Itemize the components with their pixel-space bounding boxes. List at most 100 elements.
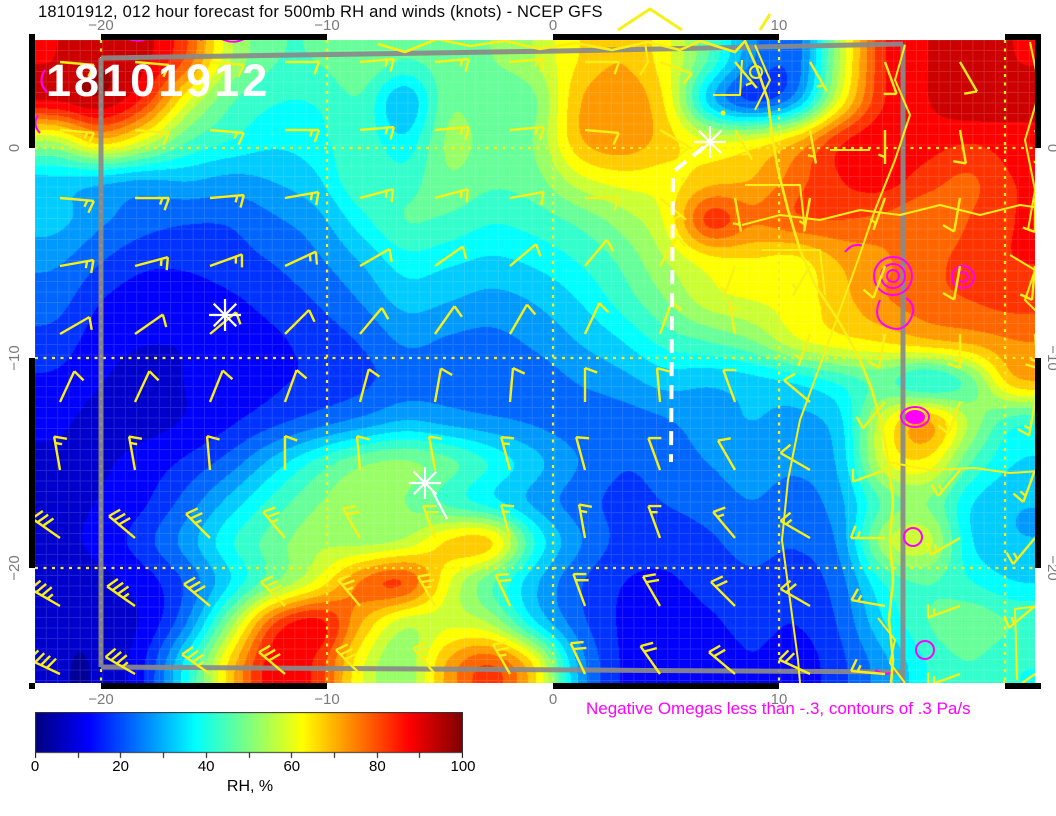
wind-barb — [494, 572, 512, 607]
wind-barb — [359, 247, 393, 268]
river-line — [1009, 254, 1035, 312]
wind-barb — [849, 525, 885, 540]
wind-barb — [732, 197, 743, 232]
river-line — [877, 617, 906, 683]
wind-barb — [427, 435, 443, 471]
wind-barb — [1022, 198, 1035, 234]
omega-contours-layer — [35, 40, 975, 675]
wind-barb — [583, 366, 598, 402]
wind-barb — [209, 253, 244, 268]
wind-barb — [358, 368, 381, 403]
wind-barb — [434, 125, 471, 140]
river-line — [762, 249, 826, 296]
wind-barb — [59, 315, 93, 336]
wind-barb — [509, 190, 545, 206]
station-markers — [209, 126, 726, 520]
wind-barb — [808, 61, 829, 93]
wind-barb — [134, 313, 168, 335]
river-line — [745, 184, 806, 231]
wind-barb — [942, 197, 962, 233]
axis-tick-label: −20 — [6, 555, 23, 580]
domain-box — [98, 41, 906, 683]
wind-barb — [133, 370, 160, 403]
wind-barb — [778, 649, 811, 676]
wind-barb — [783, 372, 811, 403]
omega-annotation: Negative Omegas less than -.3, contours … — [586, 699, 971, 718]
wind-barb — [584, 239, 615, 267]
coastline-artifact — [617, 7, 772, 32]
wind-barb — [712, 506, 736, 539]
wind-barb — [883, 61, 898, 96]
wind-barb — [1005, 537, 1035, 565]
colorbar-tick-label: 20 — [112, 758, 129, 775]
wind-barb — [508, 367, 526, 403]
map-border — [29, 34, 1041, 689]
wind-barb — [104, 647, 136, 676]
colorbar-tick-label: 100 — [450, 758, 476, 775]
wind-barb — [127, 435, 143, 471]
wind-barb — [283, 434, 298, 470]
plot-title: 18101912, 012 hour forecast for 500mb RH… — [38, 3, 603, 21]
axis-labels: −20 −20 −10 −10 0 0 10 10 0 0 −10 −10 −20 −20 — [6, 17, 1056, 708]
wind-barbs-layer — [35, 57, 1035, 683]
colorbar-tick-label: 80 — [369, 758, 386, 775]
wind-barb — [585, 60, 621, 75]
lake-outline — [749, 65, 763, 79]
wind-barb — [500, 503, 515, 539]
wind-barb — [585, 196, 621, 211]
wind-barb — [719, 265, 737, 299]
wind-barb — [359, 125, 396, 140]
wind-barb — [35, 649, 61, 676]
wind-barb — [208, 369, 234, 403]
wind-barb — [134, 128, 170, 146]
wind-barb — [416, 573, 437, 607]
wind-barb — [108, 508, 136, 539]
wind-barb — [569, 640, 587, 675]
coastline-layer — [377, 40, 1035, 683]
wind-barb — [412, 642, 436, 675]
wind-barb — [284, 250, 319, 268]
coastline — [377, 40, 895, 683]
axis-tick-label: −10 — [1044, 345, 1056, 370]
wind-barb — [434, 188, 470, 203]
colorbar-tick-label: 60 — [283, 758, 301, 775]
wind-barb — [734, 61, 758, 89]
wind-barb — [491, 641, 512, 675]
wind-barb — [285, 60, 321, 75]
wind-barb — [947, 334, 962, 370]
wind-barb — [134, 60, 170, 78]
wind-barb — [794, 333, 812, 367]
wind-barb — [262, 506, 286, 539]
wind-barb — [1017, 401, 1035, 437]
wind-barb — [205, 434, 220, 471]
wind-barb — [862, 265, 887, 299]
river-line — [781, 44, 911, 683]
wind-barb — [733, 129, 754, 161]
wind-barb — [35, 579, 61, 608]
river-line — [754, 44, 771, 111]
wind-barb — [779, 579, 811, 608]
axis-tick-label: −10 — [314, 17, 339, 34]
wind-barb — [59, 128, 95, 146]
axis-tick-label: −20 — [88, 17, 113, 34]
axis-tick-label: 0 — [1044, 144, 1056, 152]
wind-barb — [209, 60, 245, 78]
river-line — [887, 461, 1035, 474]
wind-barb — [509, 243, 542, 267]
wind-barb — [209, 193, 246, 208]
wind-barb — [434, 57, 471, 72]
wind-barb — [583, 302, 610, 335]
axis-tick-label: 0 — [549, 691, 557, 708]
wind-barb — [106, 578, 136, 607]
wind-barb — [509, 125, 546, 140]
colorbar-label: RH, % — [226, 778, 274, 795]
wind-barb — [337, 574, 361, 607]
wind-barb — [716, 437, 737, 471]
wind-barb — [1003, 605, 1035, 629]
wind-barb — [791, 265, 812, 297]
wind-barb — [355, 434, 370, 471]
wind-barb — [937, 401, 962, 435]
datetime-stamp: 18101912 — [46, 55, 271, 106]
wind-barb — [183, 576, 211, 607]
